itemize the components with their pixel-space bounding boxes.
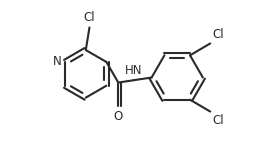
Text: Cl: Cl: [212, 28, 224, 41]
Text: HN: HN: [124, 64, 142, 77]
Text: Cl: Cl: [84, 11, 95, 24]
Text: N: N: [53, 55, 62, 69]
Text: O: O: [114, 110, 123, 123]
Text: Cl: Cl: [212, 114, 224, 127]
